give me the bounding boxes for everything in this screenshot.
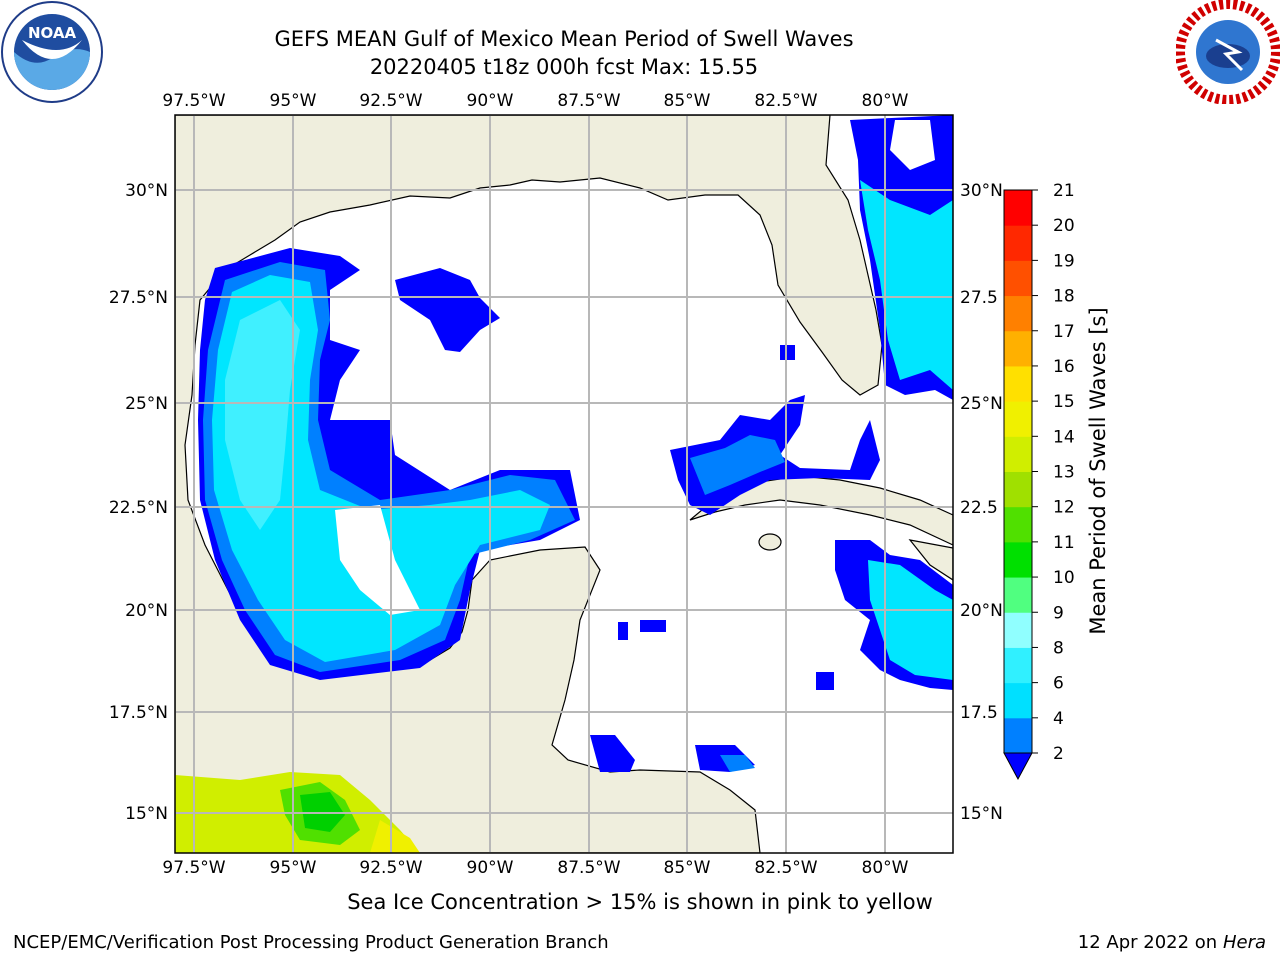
swell-blob bbox=[590, 735, 635, 772]
swell-west-white-pocket bbox=[335, 505, 420, 615]
colorbar-tick-label: 21 bbox=[1053, 181, 1075, 201]
lat-label-right: 15°N bbox=[960, 804, 1003, 824]
lat-label-right: 20°N bbox=[960, 601, 1003, 621]
swell-atlantic-cyan bbox=[860, 180, 953, 390]
lon-label-bottom: 97.5°W bbox=[162, 858, 225, 878]
colorbar-extend-min bbox=[1003, 752, 1033, 781]
credit-date: 12 Apr 2022 on bbox=[1077, 932, 1223, 953]
colorbar-segment bbox=[1004, 295, 1032, 332]
lat-label-left: 25°N bbox=[125, 394, 168, 414]
lat-label-right: 25°N bbox=[960, 394, 1003, 414]
colorbar-segment bbox=[1004, 541, 1032, 578]
credit-left: NCEP/EMC/Verification Post Processing Pr… bbox=[13, 932, 609, 953]
colorbar-segment bbox=[1004, 577, 1032, 613]
colorbar-segment bbox=[1004, 682, 1032, 719]
colorbar-tick-label: 2 bbox=[1053, 744, 1064, 764]
lon-label-bottom: 90°W bbox=[467, 858, 514, 878]
colorbar-segment bbox=[1004, 190, 1032, 226]
colorbar-tick-label: 18 bbox=[1053, 287, 1075, 307]
land-hispaniola bbox=[908, 539, 953, 581]
noaa-logo: NOAA bbox=[1, 1, 103, 103]
map-grid bbox=[175, 115, 953, 853]
colorbar-label: Mean Period of Swell Waves [s] bbox=[1086, 307, 1110, 634]
lon-label-bottom: 85°W bbox=[664, 858, 711, 878]
colorbar-tick-label: 14 bbox=[1053, 427, 1075, 447]
lon-label-top: 97.5°W bbox=[162, 91, 225, 111]
lat-label-right: 27.5 bbox=[960, 288, 998, 308]
sea-ice-note: Sea Ice Concentration > 15% is shown in … bbox=[347, 890, 933, 914]
colorbar-tick-label: 12 bbox=[1053, 498, 1075, 518]
swell-carib-cyan bbox=[868, 560, 953, 680]
lon-label-top: 95°W bbox=[270, 91, 317, 111]
lon-label-top: 80°W bbox=[862, 91, 909, 111]
lat-label-left: 15°N bbox=[125, 804, 168, 824]
swell-atlantic-white bbox=[890, 120, 935, 170]
colorbar-tick-label: 19 bbox=[1053, 251, 1075, 271]
colorbar-tick-label: 4 bbox=[1053, 709, 1064, 729]
land-isle bbox=[758, 533, 782, 551]
lon-label-bottom: 92.5°W bbox=[359, 858, 422, 878]
lat-label-left: 17.5°N bbox=[109, 703, 168, 723]
credit-host: Hera bbox=[1222, 932, 1266, 953]
swell-pacific-yellow bbox=[370, 820, 420, 853]
lon-label-bottom: 95°W bbox=[270, 858, 317, 878]
colorbar-segment bbox=[1004, 330, 1032, 367]
colorbar-tick-label: 8 bbox=[1053, 638, 1064, 658]
chart-subtitle: 20220405 t18z 000h fcst Max: 15.55 bbox=[369, 55, 759, 79]
colorbar-tick-label: 10 bbox=[1053, 568, 1075, 588]
colorbar-segment bbox=[1004, 225, 1032, 261]
swell-blob bbox=[720, 755, 755, 772]
colorbar-tick-label: 17 bbox=[1053, 322, 1075, 342]
colorbar-segment bbox=[1004, 647, 1032, 684]
swell-blob bbox=[640, 620, 666, 632]
lat-label-left: 27.5°N bbox=[109, 288, 168, 308]
lat-label-left: 22.5°N bbox=[109, 498, 168, 518]
credit-right: 12 Apr 2022 on Hera bbox=[1078, 932, 1266, 953]
colorbar-tick-label: 13 bbox=[1053, 463, 1075, 483]
lon-label-top: 85°W bbox=[664, 91, 711, 111]
colorbar-segment bbox=[1004, 717, 1032, 754]
colorbar-segment bbox=[1004, 506, 1032, 543]
swell-west-lightcyan bbox=[225, 300, 300, 530]
colorbar-segment bbox=[1004, 365, 1032, 402]
map-frame bbox=[174, 114, 954, 854]
lat-label-right: 17.5 bbox=[960, 703, 998, 723]
colorbar-tick-label: 9 bbox=[1053, 603, 1064, 623]
lon-label-bottom: 82.5°W bbox=[754, 858, 817, 878]
colorbar-segment bbox=[1004, 471, 1032, 508]
lat-label-right: 22.5 bbox=[960, 498, 998, 518]
colorbar-tick-label: 11 bbox=[1053, 533, 1075, 553]
colorbar-tick-label: 16 bbox=[1053, 357, 1075, 377]
swell-blob bbox=[816, 672, 834, 690]
chart-title: GEFS MEAN Gulf of Mexico Mean Period of … bbox=[274, 27, 854, 51]
lon-label-top: 90°W bbox=[467, 91, 514, 111]
svg-text:NOAA: NOAA bbox=[28, 24, 77, 42]
lon-label-top: 92.5°W bbox=[359, 91, 422, 111]
lat-label-left: 20°N bbox=[125, 601, 168, 621]
lon-label-top: 87.5°W bbox=[557, 91, 620, 111]
colorbar-tick-label: 6 bbox=[1053, 674, 1064, 694]
lon-label-top: 82.5°W bbox=[754, 91, 817, 111]
lat-label-left: 30°N bbox=[125, 181, 168, 201]
lat-label-right: 30°N bbox=[960, 181, 1003, 201]
colorbar-segment bbox=[1004, 401, 1032, 437]
colorbar-tick-label: 20 bbox=[1053, 216, 1075, 236]
swell-blob bbox=[618, 622, 628, 640]
colorbar-segment bbox=[1004, 260, 1032, 297]
swell-central-patch bbox=[395, 268, 500, 352]
nws-logo bbox=[1176, 0, 1280, 104]
colorbar-segment bbox=[1004, 436, 1032, 472]
swell-cuba-north-mid bbox=[690, 435, 785, 495]
colorbar: 2 4 6 8 9 10 11 12 13 14 15 16 17 18 19 20 21 bbox=[1003, 181, 1075, 781]
colorbar-segment bbox=[1004, 612, 1032, 648]
swell-blob bbox=[780, 345, 795, 360]
colorbar-tick-label: 15 bbox=[1053, 392, 1075, 412]
swell-west-cyan bbox=[212, 275, 550, 662]
lon-label-bottom: 80°W bbox=[862, 858, 909, 878]
lon-label-bottom: 87.5°W bbox=[557, 858, 620, 878]
